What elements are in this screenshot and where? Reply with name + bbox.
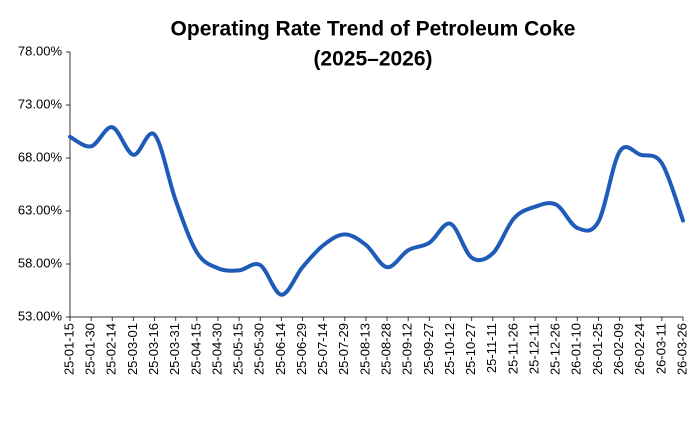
x-tick-label: 25-06-14	[273, 323, 288, 375]
y-tick-label: 63.00%	[18, 202, 63, 217]
chart-subtitle: (2025–2026)	[313, 48, 432, 71]
x-tick-label: 26-03-11	[653, 323, 668, 374]
x-tick-label: 25-09-27	[421, 323, 436, 375]
x-tick-label: 25-06-29	[294, 323, 309, 375]
x-tick-label: 25-01-30	[83, 323, 98, 375]
x-tick-label: 25-10-12	[442, 323, 457, 375]
data-line	[68, 125, 685, 297]
x-tick-label: 26-01-10	[569, 323, 584, 375]
x-tick-label: 25-03-31	[167, 323, 182, 375]
x-tick-label: 25-05-30	[252, 323, 267, 375]
x-tick-label: 25-01-15	[61, 323, 76, 375]
x-tick-label: 25-02-14	[104, 323, 119, 375]
x-tick-label: 26-02-24	[632, 323, 647, 375]
x-tick-label: 25-05-15	[231, 323, 246, 375]
x-tick-label: 25-08-13	[357, 323, 372, 375]
y-tick-label: 68.00%	[18, 149, 63, 164]
x-tick-label: 25-11-26	[505, 323, 520, 374]
x-tick-label: 25-12-26	[548, 323, 563, 375]
x-tick-label: 25-10-27	[463, 323, 478, 375]
y-tick-label: 58.00%	[18, 255, 63, 270]
x-tick-label: 25-03-16	[146, 323, 161, 375]
x-tick-label: 25-07-14	[315, 323, 330, 375]
x-tick-label: 25-04-30	[209, 323, 224, 375]
x-tick-label: 25-04-15	[188, 323, 203, 375]
x-tick-label: 25-11-11	[484, 323, 499, 373]
y-tick-label: 78.00%	[18, 43, 63, 58]
x-tick-label: 26-01-25	[590, 323, 605, 375]
x-tick-label: 25-08-28	[379, 323, 394, 375]
x-tick-label: 25-12-11	[526, 323, 541, 374]
y-tick-label: 73.00%	[18, 96, 63, 111]
x-tick-label: 25-07-29	[336, 323, 351, 375]
x-tick-label: 26-03-26	[674, 323, 689, 375]
chart-title: Operating Rate Trend of Petroleum Coke	[171, 18, 576, 41]
x-tick-label: 25-03-01	[125, 323, 140, 375]
x-tick-label: 26-02-09	[611, 323, 626, 375]
x-tick-label: 25-09-12	[400, 323, 415, 375]
y-tick-label: 53.00%	[18, 308, 63, 323]
